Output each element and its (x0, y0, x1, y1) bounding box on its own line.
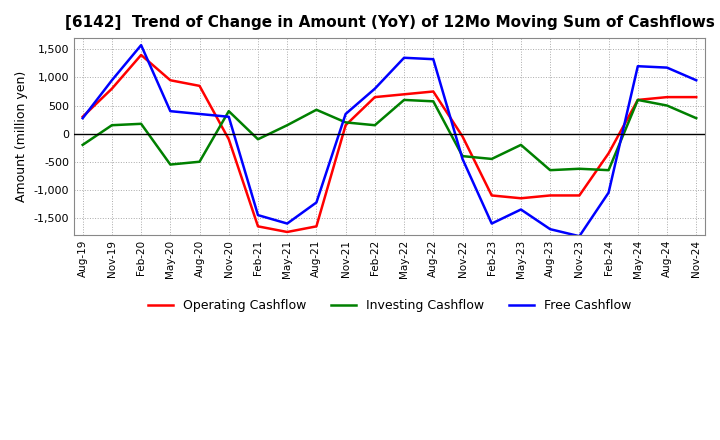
Free Cashflow (341, 111, 350, 117)
Operating Cashflow (662, 95, 671, 100)
Investing Cashflow (107, 123, 116, 128)
Free Cashflow (517, 207, 526, 212)
Free Cashflow (166, 109, 175, 114)
Free Cashflow (253, 213, 262, 218)
Free Cashflow (371, 86, 379, 92)
Operating Cashflow (692, 95, 701, 100)
Operating Cashflow (166, 77, 175, 83)
Operating Cashflow (604, 150, 613, 156)
Investing Cashflow (195, 159, 204, 165)
Free Cashflow (575, 234, 584, 239)
Investing Cashflow (253, 137, 262, 142)
Investing Cashflow (166, 162, 175, 167)
Line: Operating Cashflow: Operating Cashflow (83, 55, 696, 232)
Investing Cashflow (283, 123, 292, 128)
Investing Cashflow (458, 154, 467, 159)
Operating Cashflow (517, 196, 526, 201)
Operating Cashflow (400, 92, 408, 97)
Operating Cashflow (371, 95, 379, 100)
Free Cashflow (312, 200, 320, 205)
Free Cashflow (546, 227, 554, 232)
Free Cashflow (137, 43, 145, 48)
Operating Cashflow (575, 193, 584, 198)
Free Cashflow (487, 221, 496, 226)
Free Cashflow (604, 190, 613, 195)
Operating Cashflow (546, 193, 554, 198)
Operating Cashflow (634, 97, 642, 103)
Free Cashflow (429, 57, 438, 62)
Investing Cashflow (225, 109, 233, 114)
Investing Cashflow (341, 120, 350, 125)
Operating Cashflow (341, 123, 350, 128)
Operating Cashflow (429, 89, 438, 94)
Investing Cashflow (137, 121, 145, 126)
Investing Cashflow (312, 107, 320, 112)
Investing Cashflow (662, 103, 671, 108)
Investing Cashflow (604, 168, 613, 173)
Line: Free Cashflow: Free Cashflow (83, 45, 696, 236)
Investing Cashflow (78, 142, 87, 147)
Operating Cashflow (225, 137, 233, 142)
Free Cashflow (195, 111, 204, 117)
Free Cashflow (225, 114, 233, 119)
Investing Cashflow (517, 142, 526, 147)
Operating Cashflow (458, 134, 467, 139)
Operating Cashflow (487, 193, 496, 198)
Title: [6142]  Trend of Change in Amount (YoY) of 12Mo Moving Sum of Cashflows: [6142] Trend of Change in Amount (YoY) o… (65, 15, 714, 30)
Investing Cashflow (634, 97, 642, 103)
Free Cashflow (107, 77, 116, 83)
Operating Cashflow (195, 83, 204, 88)
Investing Cashflow (546, 168, 554, 173)
Operating Cashflow (137, 52, 145, 58)
Operating Cashflow (253, 224, 262, 229)
Operating Cashflow (283, 229, 292, 235)
Free Cashflow (78, 116, 87, 121)
Investing Cashflow (400, 97, 408, 103)
Free Cashflow (458, 156, 467, 161)
Operating Cashflow (78, 114, 87, 119)
Free Cashflow (662, 65, 671, 70)
Y-axis label: Amount (million yen): Amount (million yen) (15, 71, 28, 202)
Investing Cashflow (429, 99, 438, 104)
Investing Cashflow (487, 156, 496, 161)
Legend: Operating Cashflow, Investing Cashflow, Free Cashflow: Operating Cashflow, Investing Cashflow, … (143, 294, 636, 317)
Free Cashflow (283, 221, 292, 226)
Free Cashflow (692, 77, 701, 83)
Investing Cashflow (371, 123, 379, 128)
Free Cashflow (400, 55, 408, 60)
Operating Cashflow (312, 224, 320, 229)
Operating Cashflow (107, 86, 116, 92)
Investing Cashflow (692, 116, 701, 121)
Investing Cashflow (575, 166, 584, 172)
Free Cashflow (634, 63, 642, 69)
Line: Investing Cashflow: Investing Cashflow (83, 100, 696, 170)
